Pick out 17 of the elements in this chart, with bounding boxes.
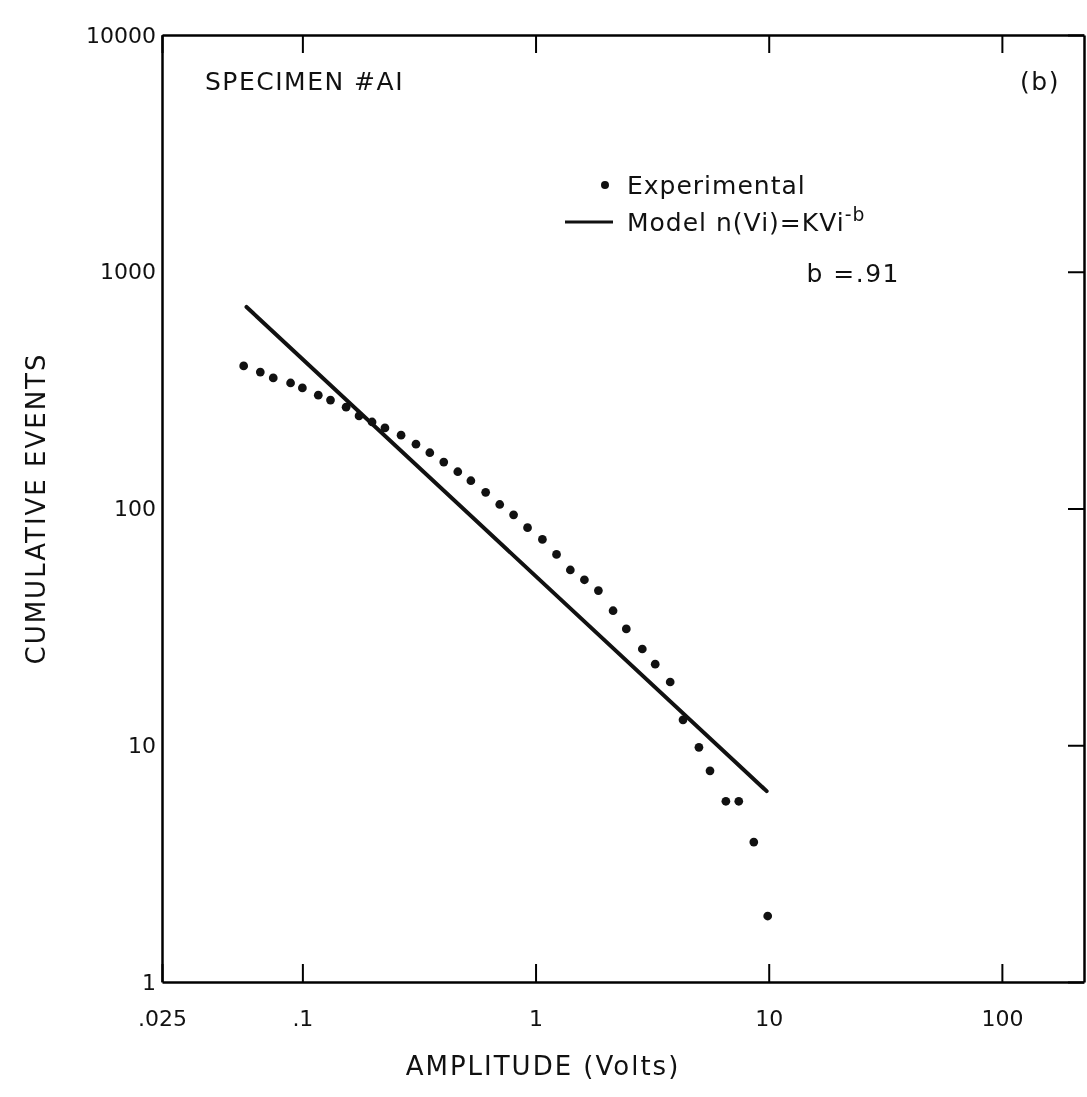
x-tick-label: 1 [529, 1005, 544, 1031]
annotation: SPECIMEN #AI [205, 67, 405, 96]
y-tick-label: 100 [114, 496, 156, 522]
x-axis-title: AMPLITUDE (Volts) [405, 1051, 681, 1081]
y-tick-label: 10 [128, 732, 156, 758]
x-tick-label: 100 [981, 1005, 1024, 1031]
x-tick-label: 10 [755, 1005, 784, 1031]
y-axis-title: CUMULATIVE EVENTS [21, 352, 51, 665]
y-tick-label: 1000 [100, 259, 156, 285]
legend-label: Model n(Vi)=KVi$^{-b}$ [627, 203, 866, 237]
annotation: (b) [1020, 67, 1060, 96]
annotation: b =.91 [806, 259, 900, 288]
x-tick-label: .025 [138, 1005, 187, 1031]
x-tick-label: .1 [292, 1005, 314, 1031]
legend-label: Experimental [627, 171, 806, 200]
y-tick-label: 1 [142, 969, 156, 995]
y-tick-label: 10000 [86, 22, 156, 48]
